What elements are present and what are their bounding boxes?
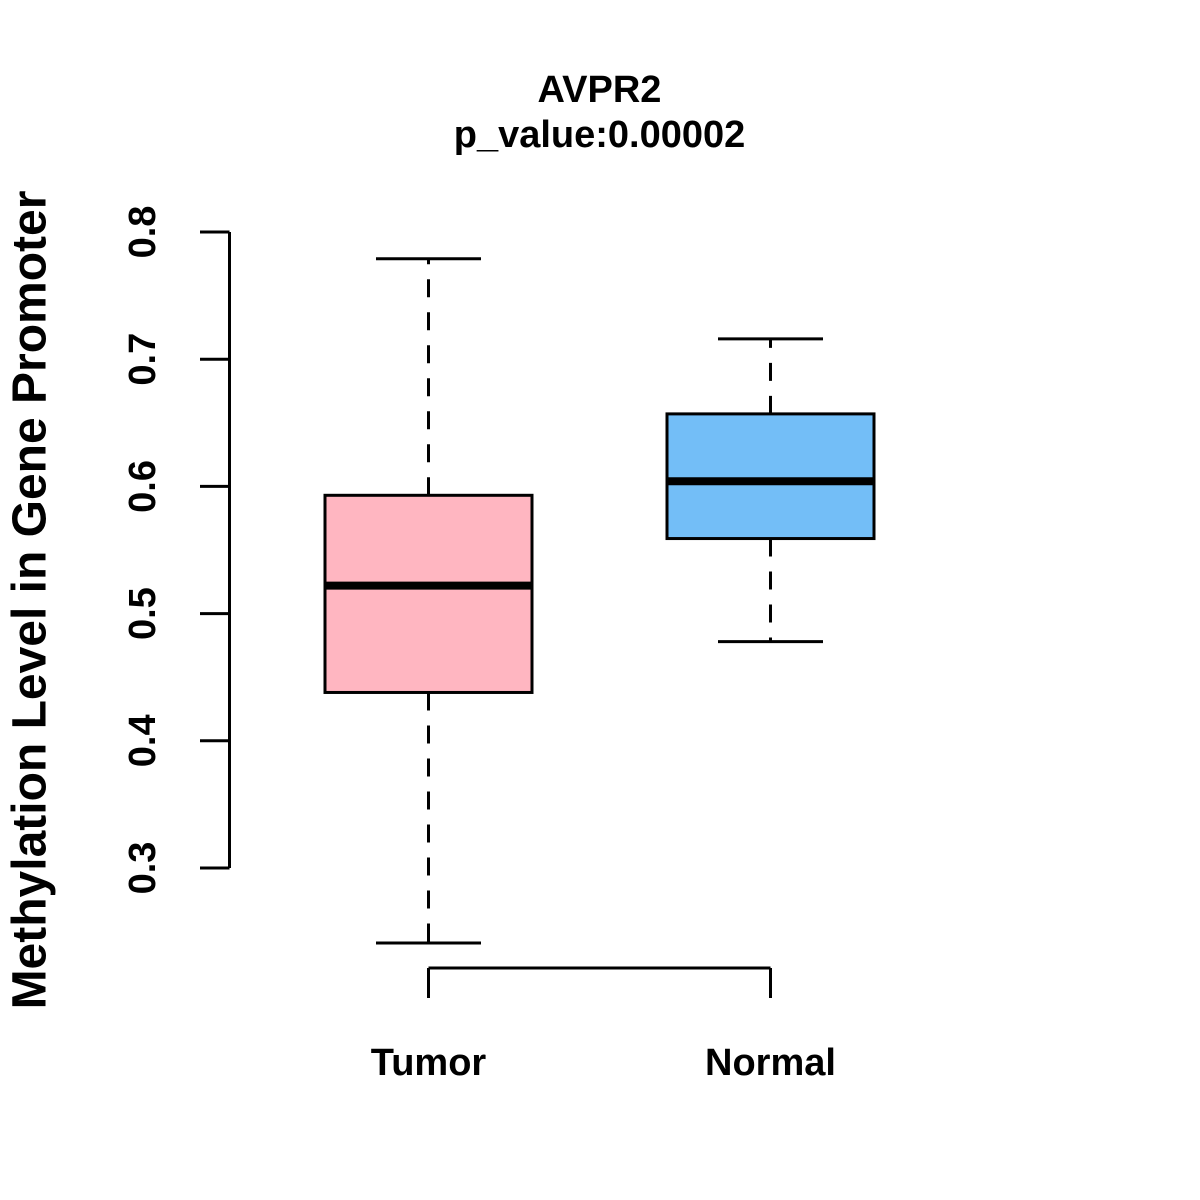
y-axis-tick-label: 0.5 (122, 587, 164, 640)
chart-title: AVPR2 (537, 69, 662, 111)
box-normal (665, 412, 876, 541)
y-axis-tick-label: 0.7 (122, 333, 164, 386)
box-tumor (323, 493, 534, 694)
y-axis-tick-label: 0.3 (122, 842, 164, 895)
chart-subtitle: p_value:0.00002 (453, 114, 746, 156)
chart-title-block: AVPR2 p_value:0.00002 (0, 68, 1199, 158)
category-label-normal: Normal (705, 1042, 836, 1084)
y-axis-tick-label: 0.6 (122, 460, 164, 513)
category-label-tumor: Tumor (371, 1042, 487, 1084)
y-axis-tick-label: 0.4 (122, 714, 164, 767)
y-axis-tick-label: 0.8 (122, 206, 164, 259)
